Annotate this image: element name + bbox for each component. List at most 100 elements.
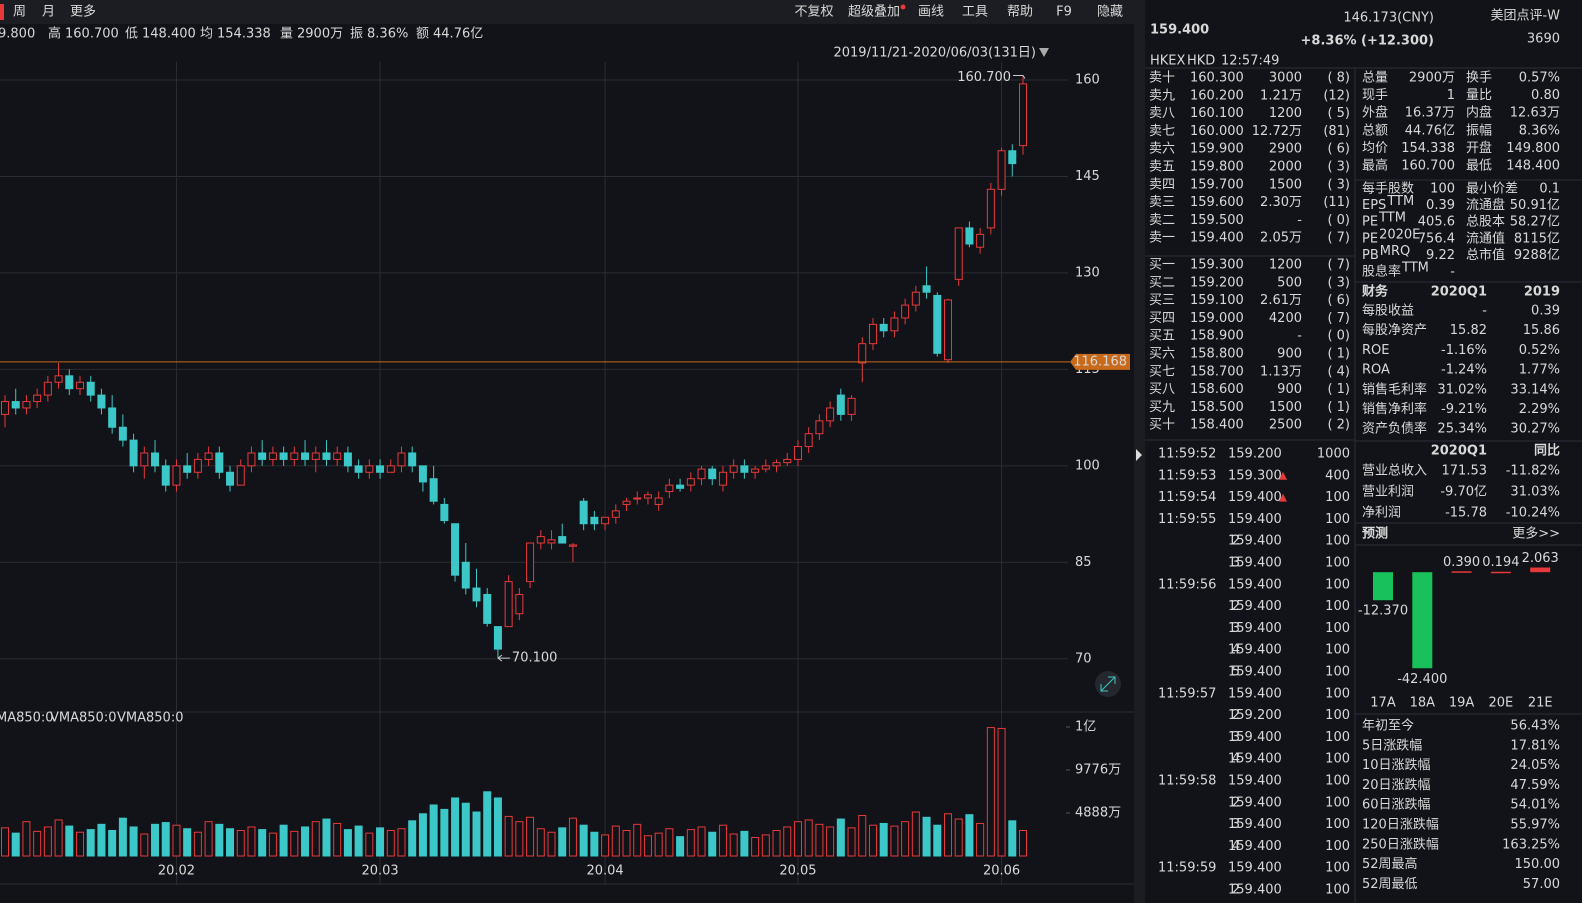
range-label: 2019/11/21-2020/06/03(131日) xyxy=(833,46,1036,61)
stat-label: 换手 xyxy=(1466,71,1492,86)
candle-body xyxy=(504,581,513,628)
finance-cell: 15.82 xyxy=(1450,323,1487,338)
book-label: 买九 xyxy=(1149,400,1175,415)
book-label: 卖一 xyxy=(1149,231,1175,246)
candle-body xyxy=(311,452,320,460)
toolbar-button[interactable]: 不复权 xyxy=(794,4,833,20)
volume-bar xyxy=(611,825,620,857)
volume-bar xyxy=(804,819,813,857)
volume-bar xyxy=(65,825,74,857)
candle-body xyxy=(418,465,427,483)
book-price: 158.900 xyxy=(1190,329,1244,344)
volume-bar xyxy=(97,823,106,857)
low-label: 70.100 xyxy=(512,651,558,666)
trade-volume: 100 xyxy=(1325,577,1350,592)
trade-volume: 100 xyxy=(1325,774,1350,789)
book-label: 买二 xyxy=(1149,275,1175,290)
splitter[interactable] xyxy=(1134,0,1145,903)
candle-body xyxy=(151,452,160,467)
book-price: 160.200 xyxy=(1190,88,1244,103)
toolbar-button[interactable]: 月 xyxy=(42,5,55,20)
volume-bar xyxy=(1,827,9,857)
high-leader xyxy=(1013,75,1026,79)
finance-cell: -9.70亿 xyxy=(1440,485,1487,500)
toolbar-button[interactable]: 更多 xyxy=(70,4,96,20)
toolbar-button[interactable]: 帮助 xyxy=(1007,5,1033,20)
forecast-bar xyxy=(1490,571,1511,574)
volume-bar xyxy=(418,813,427,857)
toolbar-button[interactable]: 画线 xyxy=(918,5,944,20)
candle-body xyxy=(386,465,395,473)
toolbar-button[interactable]: F9 xyxy=(1056,5,1072,20)
stat-value: 2900万 xyxy=(1409,71,1455,86)
trade-price: 159.400 xyxy=(1228,730,1282,745)
volume-bar xyxy=(22,821,31,857)
perf-label: 52周最高 xyxy=(1362,856,1418,872)
candle-body xyxy=(215,452,224,473)
volume-bar xyxy=(226,828,235,857)
candle-body xyxy=(933,294,942,354)
x-tick-label: 20.03 xyxy=(361,864,398,879)
trade-volume: 100 xyxy=(1325,708,1350,723)
volume-bar xyxy=(408,820,417,857)
candle-body xyxy=(858,343,867,364)
book-qty: 2900 xyxy=(1269,142,1302,157)
collapse-arrow[interactable] xyxy=(1136,449,1142,461)
book-count: ( 1) xyxy=(1327,347,1350,362)
stat-value: 16.37万 xyxy=(1405,106,1455,121)
y-tick-label: 1亿 xyxy=(1075,720,1096,735)
stock-code: 3690 xyxy=(1527,32,1560,47)
book-count: ( 6) xyxy=(1327,142,1350,157)
candle-body xyxy=(815,420,824,435)
exchange: HKEX xyxy=(1150,54,1186,69)
toolbar-button[interactable]: 周 xyxy=(13,5,26,20)
forecast-value: -12.370 xyxy=(1358,604,1408,619)
volume-bar xyxy=(1019,829,1027,857)
forecast-value: 0.194 xyxy=(1482,555,1519,570)
y-tick-label: 4888万 xyxy=(1075,806,1121,821)
right-dividers xyxy=(1145,67,1582,903)
candle-body xyxy=(472,587,481,602)
stat-value: 9.22 xyxy=(1426,248,1455,263)
candle-body xyxy=(751,468,760,473)
trade-volume: 100 xyxy=(1325,686,1350,701)
stat-value: - xyxy=(1450,265,1455,280)
candle-body xyxy=(43,381,52,396)
trade-volume: 100 xyxy=(1325,643,1350,658)
volume-bar xyxy=(847,827,856,857)
book-qty: 12.72万 xyxy=(1252,124,1302,139)
forecast-value: 0.390 xyxy=(1443,555,1480,570)
currency: HKD xyxy=(1187,54,1215,69)
trade-volume: 100 xyxy=(1325,861,1350,876)
stat-label: 总额 xyxy=(1362,123,1388,138)
toolbar-button[interactable]: 工具 xyxy=(962,5,988,20)
trade-volume: 100 xyxy=(1325,621,1350,636)
volume-bar xyxy=(311,821,320,857)
y-tick-label: 9776万 xyxy=(1075,763,1121,778)
book-price: 159.100 xyxy=(1190,293,1244,308)
forecast-category: 20E xyxy=(1489,696,1514,711)
legend-entry: MA850:0 xyxy=(0,711,54,726)
range-dropdown[interactable] xyxy=(1039,48,1049,57)
book-qty: 900 xyxy=(1277,382,1302,397)
trade-price: 159.200 xyxy=(1228,708,1282,723)
stat-label-sup: 2020E xyxy=(1379,227,1420,242)
book-qty: 1200 xyxy=(1269,106,1302,121)
volume-bar xyxy=(472,811,481,857)
finance-cell: -9.21% xyxy=(1441,402,1487,417)
toolbar-button[interactable]: 超级叠加 xyxy=(848,5,900,20)
trade-price: 159.400 xyxy=(1228,883,1282,898)
candle-body xyxy=(440,503,449,522)
perf-label: 52周最低 xyxy=(1362,877,1418,892)
trade-time: 11:59:52 xyxy=(1158,447,1216,462)
volume-bar xyxy=(11,832,20,857)
finance-cell: 每股净资产 xyxy=(1362,322,1427,338)
candle-body xyxy=(22,401,31,409)
forecast-link[interactable]: 更多>> xyxy=(1512,526,1560,542)
volume-bar xyxy=(140,833,149,857)
low-leader xyxy=(497,654,510,662)
toolbar-button[interactable]: 隐藏 xyxy=(1097,5,1123,20)
stat-value: 149.800 xyxy=(1506,141,1560,156)
candle-body xyxy=(268,452,277,460)
quote-time: 12:57:49 xyxy=(1221,54,1279,69)
